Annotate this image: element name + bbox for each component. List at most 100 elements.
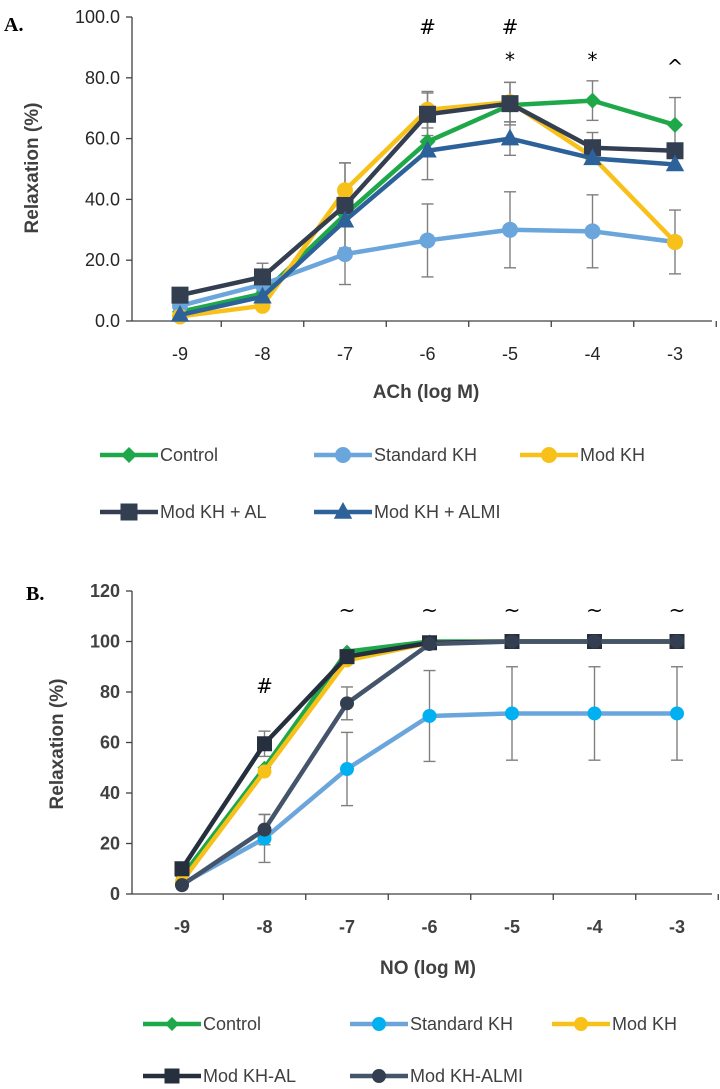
panel-a-series-mod-kh-al-point <box>254 268 271 286</box>
panel-b-legend-marker <box>574 1017 588 1031</box>
panel-a-y-tick-label: 20.0 <box>85 250 120 270</box>
panel-b-x-axis-title: NO (log M) <box>380 958 476 979</box>
panel-a-legend-label: Mod KH + ALMI <box>374 502 501 522</box>
panel-b-x-tick-label: -8 <box>256 917 272 937</box>
panel-b-x-tick-label: -3 <box>669 917 685 937</box>
panel-b-series-mod-kh-almi-point <box>340 696 354 711</box>
panel-a-significance-mark: ^ <box>667 55 684 79</box>
panel-a-series-mod-kh-point <box>337 182 353 199</box>
panel-b-panel-label: B. <box>26 583 44 605</box>
panel-a-legend-label: Control <box>160 445 218 465</box>
panel-b-significance-mark: ~ <box>421 598 438 622</box>
panel-b-legend-label: Control <box>203 1014 261 1034</box>
panel-a-x-tick-label: -5 <box>502 344 518 364</box>
panel-b-x-tick-label: -4 <box>586 917 602 937</box>
panel-a-series-mod-kh-almi-point <box>500 128 520 146</box>
panel-b-y-tick-label: 100 <box>90 632 120 652</box>
panel-a-series-standard-kh-point <box>584 223 601 240</box>
panel-a-series-control-point <box>667 116 683 133</box>
panel-b-legend-item: Control <box>143 1014 261 1034</box>
panel-b-series-standard-kh-point <box>670 706 684 721</box>
panel-a-y-tick-label: 100.0 <box>75 7 120 27</box>
panel-b-legend-item: Mod KH <box>552 1014 677 1034</box>
panel-a-series-mod-kh-al-point <box>501 95 519 113</box>
panel-a-panel-label: A. <box>4 14 23 36</box>
panel-b-legend-label: Mod KH-AL <box>203 1066 296 1086</box>
panel-b-y-tick-label: 60 <box>100 733 120 753</box>
panel-b-significance-mark: ~ <box>339 598 356 622</box>
panel-b-legend-marker <box>372 1069 386 1083</box>
panel-b-series-mod-kh-almi-point <box>422 637 437 652</box>
panel-a-series-mod-kh-al-point <box>171 286 189 304</box>
panel-a-legend-label: Mod KH <box>580 445 645 465</box>
panel-a-legend-marker <box>120 503 138 521</box>
panel-a-legend-item: Mod KH + AL <box>100 502 267 522</box>
panel-b-series-mod-kh-al-point <box>257 736 272 752</box>
panel-b-series-mod-kh-almi <box>175 634 684 893</box>
panel-a-series-mod-kh-almi-point <box>418 140 437 158</box>
panel-a-legend-label: Standard KH <box>374 445 477 465</box>
panel-b-series-mod-kh-point <box>257 764 272 779</box>
panel-a-x-tick-label: -9 <box>172 344 188 364</box>
panel-b-series-mod-kh-al-point <box>339 649 355 665</box>
panel-b-y-axis-title: Relaxation (%) <box>47 679 68 810</box>
panel-a-series-mod-kh-almi-point <box>335 210 355 228</box>
panel-b-y-tick-label: 0 <box>110 884 120 904</box>
panel-a-series-mod-kh-almi-point <box>170 304 190 322</box>
panel-a-legend-item: Mod KH <box>520 445 645 465</box>
panel-a-series-mod-kh-al-point <box>419 105 436 123</box>
panel-a-legend-marker <box>333 502 353 519</box>
panel-b-x-tick-label: -9 <box>174 917 190 937</box>
panel-a-x-tick-label: -4 <box>584 344 600 364</box>
panel-b-series-standard-kh-point <box>340 762 354 777</box>
panel-b-significance-mark: ~ <box>504 598 521 622</box>
panel-a-significance-mark: * <box>505 48 515 72</box>
panel-a-legend-item: Mod KH + ALMI <box>314 502 501 522</box>
panel-b-series-standard-kh-point <box>422 708 437 723</box>
panel-b-x-tick-label: -5 <box>504 917 520 937</box>
panel-a-x-tick-label: -3 <box>667 344 683 364</box>
panel-a-y-tick-label: 40.0 <box>85 189 120 209</box>
panel-b-series-standard-kh-point <box>587 706 602 721</box>
panel-a-series-standard-kh-point <box>419 232 436 249</box>
panel-b-series-mod-kh-almi-point <box>175 878 189 893</box>
panel-a-series-mod-kh-almi <box>170 128 685 322</box>
panel-a-series-control-point <box>584 92 601 109</box>
panel-b-legend-marker <box>372 1017 386 1031</box>
panel-b-x-tick-label: -6 <box>421 917 437 937</box>
panel-a-x-axis-title: ACh (log M) <box>373 382 480 403</box>
panel-a-legend-label: Mod KH + AL <box>160 502 267 522</box>
panel-b: 0 20 40 60 80 100 120 -9 -8 -7 -6 -5 -4 -3 NO (log M) R… <box>26 581 719 1086</box>
panel-a-series-standard-kh-point <box>502 221 518 238</box>
panel-b-series-mod-kh-almi-point <box>670 634 684 649</box>
panel-b-y-tick-label: 120 <box>90 581 120 601</box>
panel-a-series-mod-kh-al <box>171 95 684 304</box>
panel-a-legend-item: Control <box>100 445 218 465</box>
panel-b-series-standard-kh-point <box>505 706 519 721</box>
panel-b-x-tick-label: -7 <box>339 917 355 937</box>
panel-a-y-tick-label: 0.0 <box>95 311 120 331</box>
panel-b-legend-item: Mod KH-ALMI <box>350 1066 523 1086</box>
panel-a-y-tick-label: 80.0 <box>85 68 120 88</box>
panel-b-series-mod-kh-al-point <box>174 861 190 877</box>
panel-b-y-tick-label: 40 <box>100 783 120 803</box>
panel-b-legend-item: Mod KH-AL <box>143 1066 296 1086</box>
panel-b-legend-marker <box>165 1017 179 1031</box>
panel-b-significance-mark: ~ <box>586 598 603 622</box>
panel-b-legend-item: Standard KH <box>350 1014 513 1034</box>
panel-a-series-mod-kh-almi-point <box>583 148 602 166</box>
panel-a-significance-mark: # <box>502 15 519 39</box>
panel-a: 0.0 20.0 40.0 60.0 80.0 100.0 -9 -8 -7 -6 -5 -4 -3 AC… <box>4 7 717 522</box>
panel-a-series-mod-kh-point <box>667 233 683 250</box>
panel-a-legend-item: Standard KH <box>314 445 477 465</box>
panel-a-significance-mark: # <box>419 15 436 39</box>
panel-a-y-tick-label: 60.0 <box>85 129 120 149</box>
panel-a-series-mod-kh-almi-point <box>665 154 685 172</box>
panel-b-significance-mark: ~ <box>669 598 686 622</box>
panel-a-legend-marker <box>121 447 137 463</box>
panel-b-series-mod-kh-almi-point <box>257 822 272 837</box>
panel-b-y-tick-label: 20 <box>100 834 120 854</box>
panel-a-legend-marker <box>541 447 557 463</box>
panel-a-legend-marker <box>335 447 351 463</box>
